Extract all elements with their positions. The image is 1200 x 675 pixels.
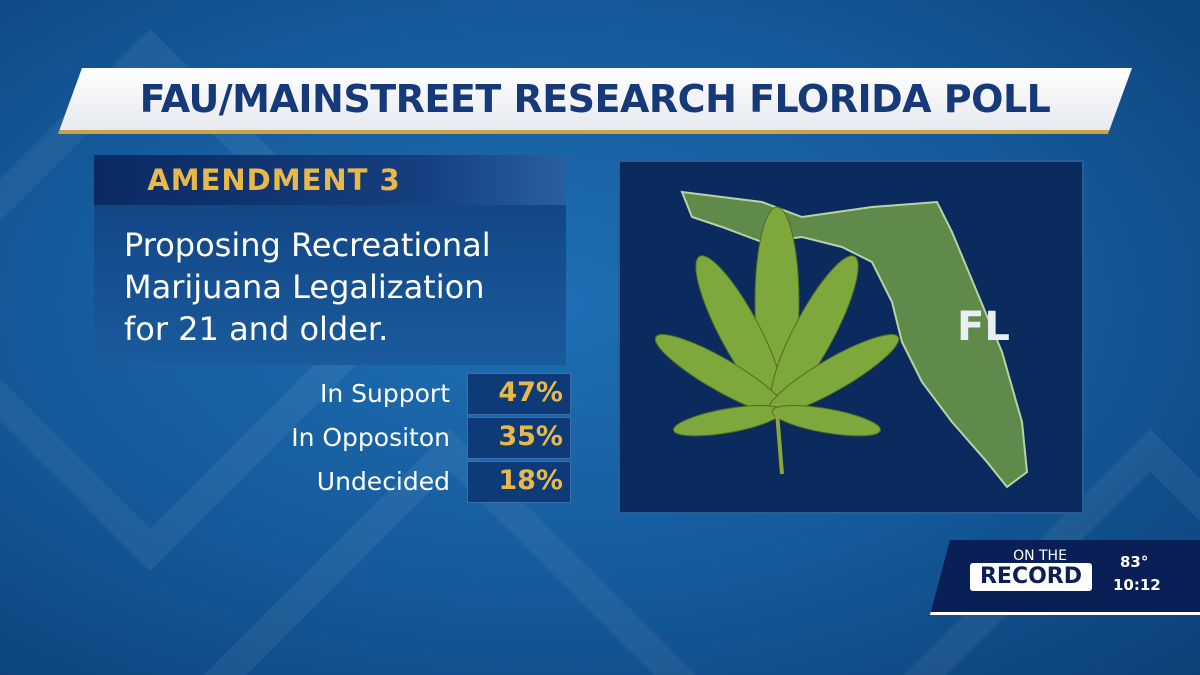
result-box [467, 461, 571, 503]
panel-heading: AMENDMENT 3 [147, 163, 401, 197]
result-value: 47% [498, 377, 563, 408]
description: for 21 and older. [124, 310, 389, 348]
result-label: Undecided [316, 467, 450, 496]
map-illustration: FL [654, 190, 1029, 489]
map-box: FL [618, 160, 1084, 514]
result-label: In Oppositon [291, 423, 450, 452]
show-top: ON THE [1013, 548, 1067, 564]
temperature: 83° [1120, 553, 1149, 571]
time: 10:12 [1113, 576, 1161, 594]
map-label: FL [957, 304, 1010, 350]
leaf [654, 206, 900, 475]
heading-bar [94, 155, 566, 205]
result-box [467, 373, 571, 415]
description: Proposing Recreational [124, 226, 491, 264]
result-box [467, 417, 571, 459]
result-label: In Support [320, 379, 450, 408]
title: FAU/MAINSTREET RESEARCH FLORIDA POLL [139, 77, 1051, 121]
show-name: RECORD [970, 563, 1092, 591]
description: Marijuana Legalization [124, 268, 485, 306]
result-value: 35% [498, 421, 563, 452]
result-value: 18% [498, 465, 563, 496]
